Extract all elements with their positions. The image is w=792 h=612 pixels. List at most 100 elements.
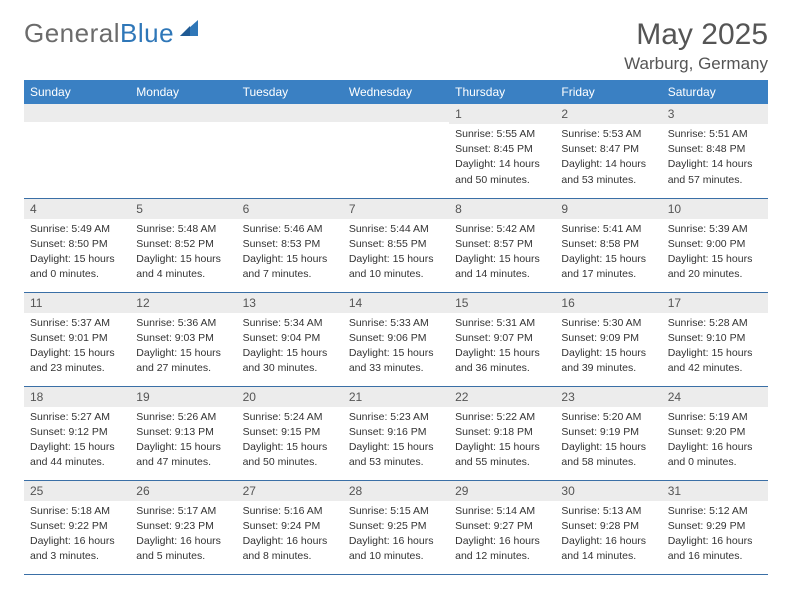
day-body: Sunrise: 5:53 AMSunset: 8:47 PMDaylight:…	[555, 124, 661, 192]
day-number: 30	[555, 481, 661, 501]
sunrise-text: Sunrise: 5:15 AM	[349, 504, 443, 518]
calendar-day-cell: 31Sunrise: 5:12 AMSunset: 9:29 PMDayligh…	[662, 480, 768, 574]
day-body: Sunrise: 5:27 AMSunset: 9:12 PMDaylight:…	[24, 407, 130, 475]
day-body: Sunrise: 5:13 AMSunset: 9:28 PMDaylight:…	[555, 501, 661, 569]
sunset-text: Sunset: 9:24 PM	[243, 519, 337, 533]
daylight-line1: Daylight: 14 hours	[455, 157, 549, 171]
header: GeneralBlue May 2025 Warburg, Germany	[24, 18, 768, 74]
sunrise-text: Sunrise: 5:24 AM	[243, 410, 337, 424]
daylight-line1: Daylight: 16 hours	[561, 534, 655, 548]
daylight-line1: Daylight: 15 hours	[136, 346, 230, 360]
day-body: Sunrise: 5:36 AMSunset: 9:03 PMDaylight:…	[130, 313, 236, 381]
day-body: Sunrise: 5:48 AMSunset: 8:52 PMDaylight:…	[130, 219, 236, 287]
day-number: 5	[130, 199, 236, 219]
daylight-line2: and 17 minutes.	[561, 267, 655, 281]
calendar-day-cell: 27Sunrise: 5:16 AMSunset: 9:24 PMDayligh…	[237, 480, 343, 574]
day-number: 3	[662, 104, 768, 124]
daylight-line1: Daylight: 16 hours	[349, 534, 443, 548]
calendar-day-cell: 19Sunrise: 5:26 AMSunset: 9:13 PMDayligh…	[130, 386, 236, 480]
calendar-day-cell: 29Sunrise: 5:14 AMSunset: 9:27 PMDayligh…	[449, 480, 555, 574]
calendar-day-cell: 14Sunrise: 5:33 AMSunset: 9:06 PMDayligh…	[343, 292, 449, 386]
dow-tuesday: Tuesday	[237, 80, 343, 104]
calendar-day-cell: 25Sunrise: 5:18 AMSunset: 9:22 PMDayligh…	[24, 480, 130, 574]
day-body: Sunrise: 5:30 AMSunset: 9:09 PMDaylight:…	[555, 313, 661, 381]
calendar-week: 11Sunrise: 5:37 AMSunset: 9:01 PMDayligh…	[24, 292, 768, 386]
day-body: Sunrise: 5:33 AMSunset: 9:06 PMDaylight:…	[343, 313, 449, 381]
day-number: 15	[449, 293, 555, 313]
day-body: Sunrise: 5:17 AMSunset: 9:23 PMDaylight:…	[130, 501, 236, 569]
dow-sunday: Sunday	[24, 80, 130, 104]
daylight-line2: and 44 minutes.	[30, 455, 124, 469]
day-body: Sunrise: 5:31 AMSunset: 9:07 PMDaylight:…	[449, 313, 555, 381]
sunset-text: Sunset: 9:28 PM	[561, 519, 655, 533]
daylight-line1: Daylight: 15 hours	[243, 440, 337, 454]
sunrise-text: Sunrise: 5:49 AM	[30, 222, 124, 236]
daylight-line2: and 3 minutes.	[30, 549, 124, 563]
sunrise-text: Sunrise: 5:18 AM	[30, 504, 124, 518]
day-number: 4	[24, 199, 130, 219]
calendar-day-cell: 8Sunrise: 5:42 AMSunset: 8:57 PMDaylight…	[449, 198, 555, 292]
daylight-line2: and 58 minutes.	[561, 455, 655, 469]
daylight-line2: and 39 minutes.	[561, 361, 655, 375]
calendar-day-cell: 1Sunrise: 5:55 AMSunset: 8:45 PMDaylight…	[449, 104, 555, 198]
calendar-day-cell	[343, 104, 449, 198]
day-body: Sunrise: 5:49 AMSunset: 8:50 PMDaylight:…	[24, 219, 130, 287]
day-body: Sunrise: 5:15 AMSunset: 9:25 PMDaylight:…	[343, 501, 449, 569]
daylight-line2: and 50 minutes.	[455, 173, 549, 187]
daylight-line2: and 7 minutes.	[243, 267, 337, 281]
dow-row: Sunday Monday Tuesday Wednesday Thursday…	[24, 80, 768, 104]
calendar-table: Sunday Monday Tuesday Wednesday Thursday…	[24, 80, 768, 575]
daylight-line2: and 0 minutes.	[668, 455, 762, 469]
calendar-day-cell: 17Sunrise: 5:28 AMSunset: 9:10 PMDayligh…	[662, 292, 768, 386]
day-number: 29	[449, 481, 555, 501]
calendar-week: 4Sunrise: 5:49 AMSunset: 8:50 PMDaylight…	[24, 198, 768, 292]
calendar-day-cell: 18Sunrise: 5:27 AMSunset: 9:12 PMDayligh…	[24, 386, 130, 480]
sunrise-text: Sunrise: 5:19 AM	[668, 410, 762, 424]
sunset-text: Sunset: 8:55 PM	[349, 237, 443, 251]
day-number: 22	[449, 387, 555, 407]
day-body: Sunrise: 5:46 AMSunset: 8:53 PMDaylight:…	[237, 219, 343, 287]
calendar-day-cell	[24, 104, 130, 198]
daylight-line1: Daylight: 15 hours	[243, 346, 337, 360]
daylight-line1: Daylight: 15 hours	[561, 440, 655, 454]
sunset-text: Sunset: 9:15 PM	[243, 425, 337, 439]
day-body-empty	[343, 122, 449, 182]
daylight-line2: and 53 minutes.	[561, 173, 655, 187]
day-number: 19	[130, 387, 236, 407]
daylight-line1: Daylight: 15 hours	[243, 252, 337, 266]
dow-saturday: Saturday	[662, 80, 768, 104]
sunset-text: Sunset: 8:47 PM	[561, 142, 655, 156]
sunset-text: Sunset: 9:10 PM	[668, 331, 762, 345]
day-body-empty	[24, 122, 130, 182]
daylight-line2: and 20 minutes.	[668, 267, 762, 281]
sunrise-text: Sunrise: 5:48 AM	[136, 222, 230, 236]
daylight-line2: and 10 minutes.	[349, 549, 443, 563]
sunrise-text: Sunrise: 5:27 AM	[30, 410, 124, 424]
sunrise-text: Sunrise: 5:26 AM	[136, 410, 230, 424]
sunset-text: Sunset: 9:07 PM	[455, 331, 549, 345]
calendar-day-cell: 11Sunrise: 5:37 AMSunset: 9:01 PMDayligh…	[24, 292, 130, 386]
calendar-week: 1Sunrise: 5:55 AMSunset: 8:45 PMDaylight…	[24, 104, 768, 198]
day-number-empty	[343, 104, 449, 122]
calendar-day-cell: 30Sunrise: 5:13 AMSunset: 9:28 PMDayligh…	[555, 480, 661, 574]
title-block: May 2025 Warburg, Germany	[624, 18, 768, 74]
brand-name-b: Blue	[120, 18, 174, 48]
day-body: Sunrise: 5:12 AMSunset: 9:29 PMDaylight:…	[662, 501, 768, 569]
calendar-day-cell: 26Sunrise: 5:17 AMSunset: 9:23 PMDayligh…	[130, 480, 236, 574]
sunrise-text: Sunrise: 5:51 AM	[668, 127, 762, 141]
sunrise-text: Sunrise: 5:34 AM	[243, 316, 337, 330]
day-body: Sunrise: 5:28 AMSunset: 9:10 PMDaylight:…	[662, 313, 768, 381]
day-number: 17	[662, 293, 768, 313]
sunset-text: Sunset: 8:48 PM	[668, 142, 762, 156]
day-number: 8	[449, 199, 555, 219]
daylight-line2: and 33 minutes.	[349, 361, 443, 375]
daylight-line1: Daylight: 15 hours	[349, 440, 443, 454]
day-body: Sunrise: 5:51 AMSunset: 8:48 PMDaylight:…	[662, 124, 768, 192]
sunrise-text: Sunrise: 5:42 AM	[455, 222, 549, 236]
daylight-line2: and 10 minutes.	[349, 267, 443, 281]
sunset-text: Sunset: 9:00 PM	[668, 237, 762, 251]
daylight-line2: and 4 minutes.	[136, 267, 230, 281]
sunset-text: Sunset: 9:19 PM	[561, 425, 655, 439]
sunrise-text: Sunrise: 5:53 AM	[561, 127, 655, 141]
daylight-line1: Daylight: 16 hours	[243, 534, 337, 548]
